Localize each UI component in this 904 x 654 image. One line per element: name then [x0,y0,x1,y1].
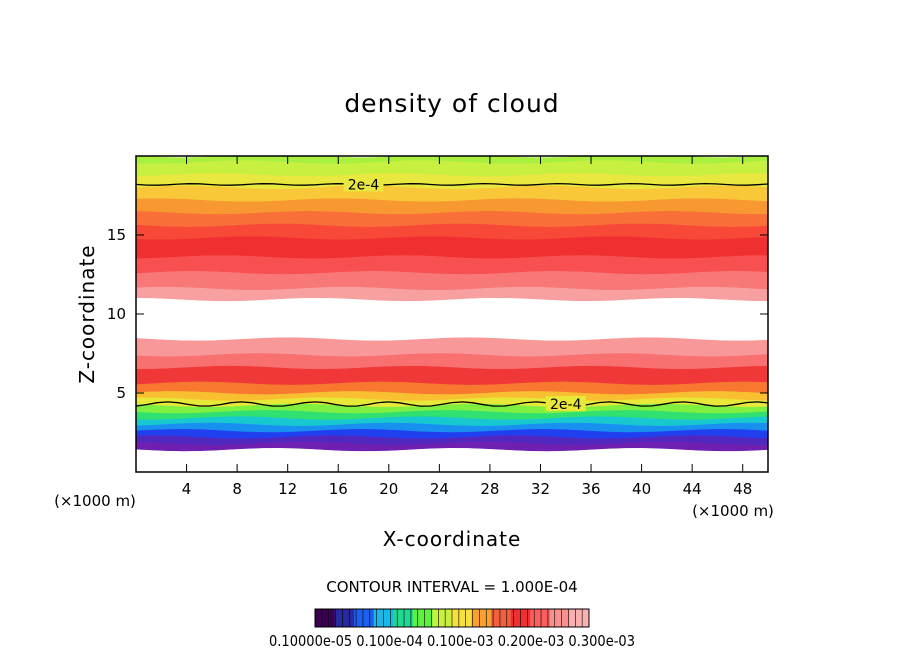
y-tick-label: 15 [107,226,126,244]
x-tick-label: 12 [278,480,297,498]
contour-line [135,182,769,186]
contour-lines: 2e-4 2e-4 [135,176,769,413]
contour-label: 2e-4 [348,177,380,193]
colorbar-swatch [530,609,551,627]
contour-line [135,401,769,407]
x-tick-label: 20 [379,480,398,498]
heatmap-band [135,448,769,473]
colorbar-swatch [412,609,433,627]
x-unit-label-right: (×1000 m) [692,502,774,520]
contour-interval: CONTOUR INTERVAL = 1.000E-04 [326,578,577,596]
x-tick-label: 28 [480,480,499,498]
y-tick-label: 10 [107,305,126,323]
x-tick-label: 40 [632,480,651,498]
colorbar [314,608,590,628]
y-axis-title: Z-coordinate [75,244,99,383]
colorbar-swatch [354,609,375,627]
x-tick-label: 32 [531,480,550,498]
heatmap-band [135,271,769,291]
y-axis-ticks: 5 10 15 [107,226,768,402]
x-axis-title: X-coordinate [383,527,522,551]
colorbar-swatch [491,609,512,627]
x-unit-label-left: (×1000 m) [54,492,136,510]
contour-label-bg [343,176,384,192]
colorbar-swatch [334,609,355,627]
colorbar-swatch [315,609,336,627]
x-tick-label: 8 [232,480,242,498]
chart-title: density of cloud [344,89,559,118]
x-tick-label: 36 [581,480,600,498]
x-tick-label: 48 [733,480,752,498]
colorbar-swatch [393,609,414,627]
colorbar-swatch [452,609,473,627]
colorbar-swatch [549,609,570,627]
x-tick-label: 4 [182,480,192,498]
colorbar-swatch [471,609,492,627]
colorbar-swatch [569,609,590,627]
heatmap-area [135,155,769,473]
heatmap-band [135,297,769,342]
x-axis-ticks: 4 8 12 16 20 24 28 32 36 40 44 48 [182,156,752,498]
x-tick-label: 16 [329,480,348,498]
x-tick-label: 24 [430,480,449,498]
x-tick-label: 44 [683,480,702,498]
colorbar-frame [314,608,590,628]
colorbar-swatch [432,609,453,627]
y-tick-label: 5 [116,384,126,402]
colorbar-labels: 0.10000e-05 0.100e-04 0.100e-03 0.200e-0… [269,632,635,650]
contour-label-bg [545,396,586,412]
contour-label: 2e-4 [550,397,582,413]
